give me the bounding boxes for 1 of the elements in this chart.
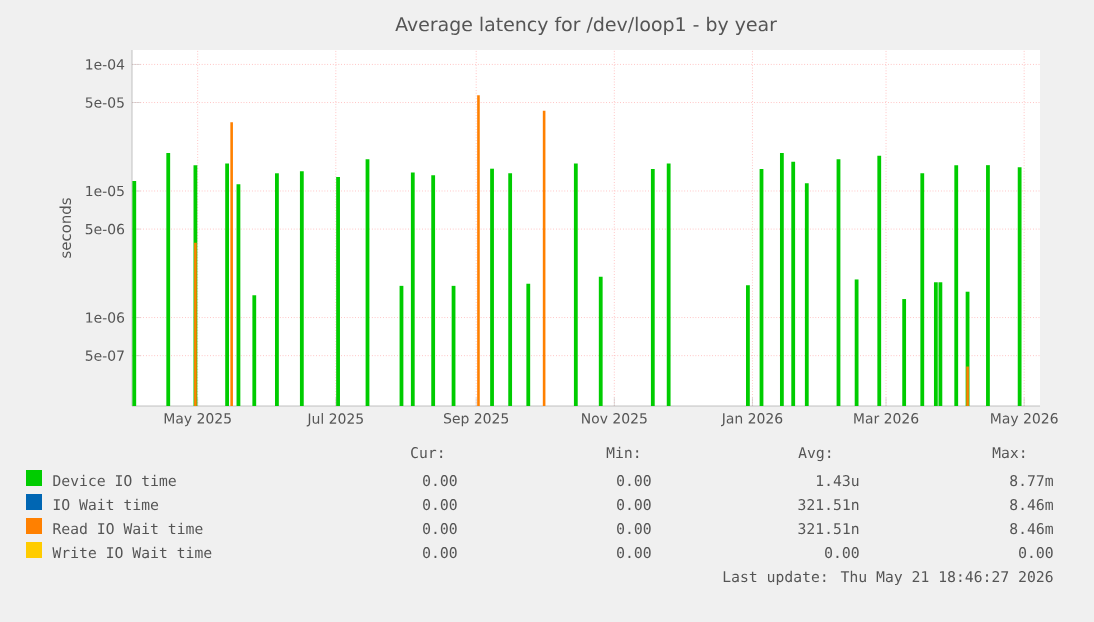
chart-title: Average latency for /dev/loop1 - by year — [395, 16, 777, 36]
